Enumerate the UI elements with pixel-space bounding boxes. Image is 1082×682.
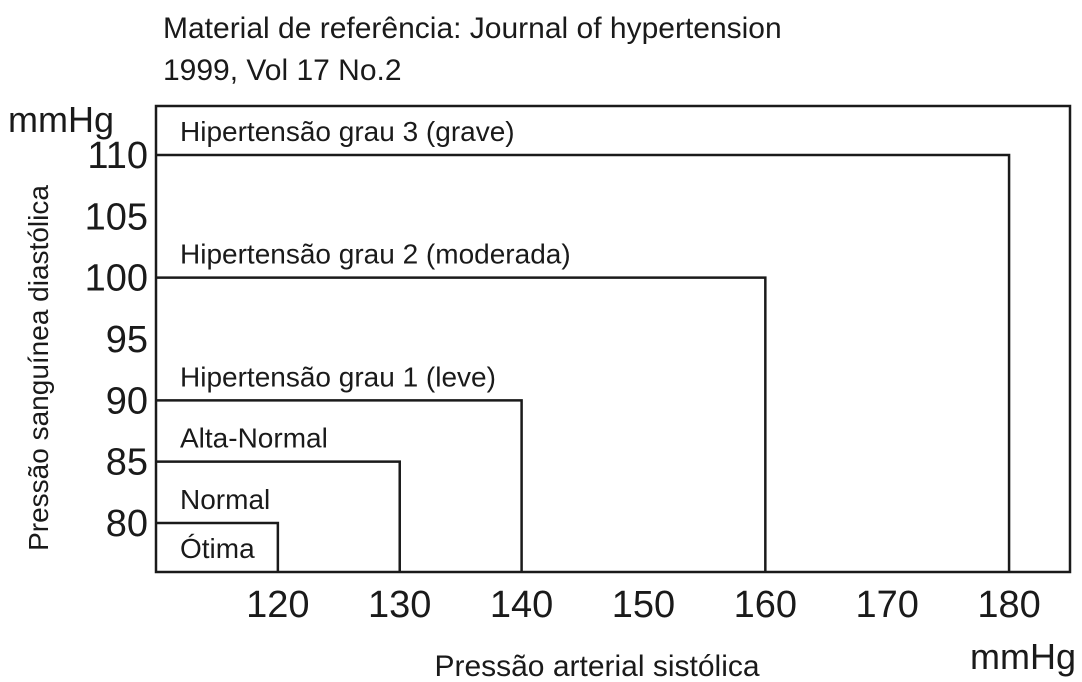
zone-boundary-2 [156,399,523,572]
y-tick-label: 95 [106,319,148,361]
zone-boundary-3 [156,276,767,572]
plot-frame [154,104,1072,574]
y-tick-label: 100 [85,258,148,300]
chart-title-line-2: 1999, Vol 17 No.2 [163,54,402,87]
zone-label: Alta-Normal [180,423,328,454]
y-tick-label: 90 [106,380,148,422]
x-tick-label: 120 [246,584,309,626]
x-tick-label: 150 [612,584,675,626]
x-tick-label: 140 [490,584,553,626]
y-tick-label: 85 [106,442,148,484]
x-tick-label: 160 [734,584,797,626]
zone-boundary-1 [156,460,401,572]
chart-title-line-1: Material de referência: Journal of hyper… [163,12,782,45]
y-tick-label: 110 [87,135,148,177]
zone-boundary-0 [156,521,280,572]
zone-label: Normal [180,484,270,515]
x-axis-title: Pressão arterial sistólica [434,650,759,682]
x-tick-label: 130 [368,584,431,626]
x-tick-label: 180 [977,584,1040,626]
x-tick-label: 170 [855,584,918,626]
x-unit-label: mmHg [970,636,1076,677]
y-tick-label: 80 [106,503,148,545]
zone-label: Hipertensão grau 2 (moderada) [180,239,571,270]
zone-label: Hipertensão grau 1 (leve) [180,361,496,392]
zone-label: Ótima [180,533,255,564]
zone-boundary-4 [156,153,1011,572]
zone-label: Hipertensão grau 3 (grave) [180,116,515,147]
y-tick-label: 105 [85,196,148,238]
y-axis-title: Pressão sanguínea diastólica [23,185,54,551]
y-unit-label: mmHg [8,99,114,140]
